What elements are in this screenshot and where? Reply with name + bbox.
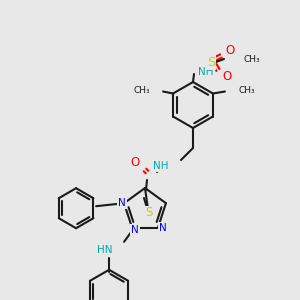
Text: HN: HN [97,245,112,255]
Text: S: S [145,206,153,220]
Text: O: O [225,44,235,56]
Text: O: O [130,155,140,169]
Text: CH₃: CH₃ [134,86,150,95]
Text: NH: NH [198,67,214,77]
Text: NH: NH [154,161,169,171]
Text: S: S [207,56,215,68]
Text: CH₃: CH₃ [239,86,256,95]
Text: N: N [118,198,126,208]
Text: N: N [159,223,167,233]
Text: N: N [131,225,139,235]
Text: CH₃: CH₃ [244,55,261,64]
Text: O: O [222,70,232,83]
